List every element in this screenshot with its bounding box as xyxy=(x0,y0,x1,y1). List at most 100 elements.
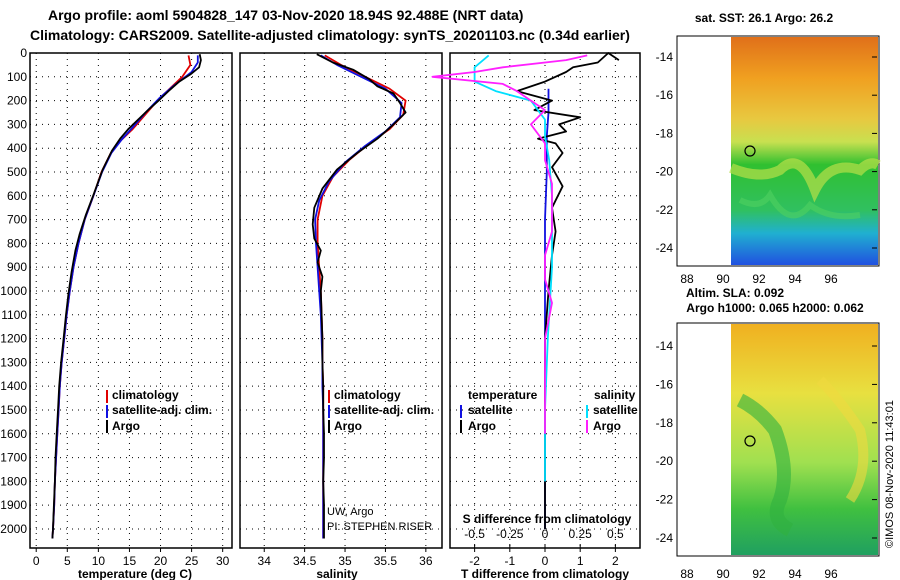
difference-legend: temperature satellite Argo salinity sate… xyxy=(460,388,638,433)
map-lat-label: -24 xyxy=(656,241,674,255)
x-tick-label: 35.5 xyxy=(374,554,398,568)
x-tick-label: 35 xyxy=(338,554,352,568)
depth-tick-label: 800 xyxy=(7,236,27,250)
sla-field xyxy=(731,324,878,555)
map-lon-label: 92 xyxy=(752,567,766,580)
s-tick-label: -0.5 xyxy=(464,527,485,541)
header-line-2: Climatology: CARS2009. Satellite-adjuste… xyxy=(30,27,630,43)
legend-label-climatology: climatology xyxy=(334,388,401,402)
legend-label-t-satellite: satellite xyxy=(468,403,513,417)
map-lon-label: 92 xyxy=(752,272,766,286)
s-tick-label: -0.25 xyxy=(496,527,524,541)
map-lat-label: -20 xyxy=(656,454,674,468)
map-lon-label: 90 xyxy=(716,272,730,286)
depth-tick-label: 1800 xyxy=(0,474,27,488)
map-lat-label: -14 xyxy=(656,339,674,353)
depth-tick-label: 1100 xyxy=(1,308,27,322)
depth-tick-label: 1200 xyxy=(0,332,27,346)
series-line-salinity-satellite xyxy=(473,54,553,482)
depth-tick-label: 1000 xyxy=(0,284,27,298)
legend-label-s-satellite: satellite xyxy=(593,403,638,417)
series-line-climatology xyxy=(51,55,192,539)
x-tick-label: -2 xyxy=(469,554,480,568)
sdiff-axis-label: S difference from climatology xyxy=(463,512,632,526)
map-lat-label: -16 xyxy=(656,88,674,102)
map-lon-label: 96 xyxy=(824,567,838,580)
depth-tick-labels: 0 100 200 300 400 500 600 700 800 900 1000 1100 1200… xyxy=(0,46,27,536)
sst-front xyxy=(729,158,881,203)
sla-lon-labels: 88 90 92 94 96 xyxy=(680,567,838,580)
depth-tick-label: 2000 xyxy=(0,522,27,536)
x-tick-label: 30 xyxy=(216,554,230,568)
map-lat-label: -14 xyxy=(656,50,674,64)
x-tick-label: 5 xyxy=(64,554,71,568)
series-line-satellite-adj-clim- xyxy=(51,55,199,539)
map-lat-label: -18 xyxy=(656,126,674,140)
depth-tick-label: 400 xyxy=(7,141,27,155)
legend-label-satellite: satellite-adj. clim. xyxy=(112,403,212,417)
temperature-panel-frame xyxy=(29,52,233,549)
legend-label-climatology: climatology xyxy=(112,388,179,402)
legend-label-argo: Argo xyxy=(112,419,140,433)
legend-label-s-argo: Argo xyxy=(593,419,621,433)
x-tick-label: 15 xyxy=(123,554,137,568)
sla-map-title-2: Argo h1000: 0.065 h2000: 0.062 xyxy=(686,301,864,315)
sla-map: Altim. SLA: 0.092 Argo h1000: 0.065 h200… xyxy=(656,286,880,580)
map-lat-label: -18 xyxy=(656,416,674,430)
map-lon-label: 94 xyxy=(788,567,802,580)
map-lat-label: -20 xyxy=(656,165,674,179)
s-tick-label: 0.25 xyxy=(569,527,593,541)
sla-high-band xyxy=(816,376,869,503)
depth-tick-label: 1300 xyxy=(0,355,27,369)
sla-low-band xyxy=(736,393,794,537)
map-lat-label: -22 xyxy=(656,203,674,217)
sla-lat-labels: -14 -16 -18 -20 -22 -24 xyxy=(656,339,877,545)
depth-tick-label: 200 xyxy=(7,94,27,108)
legend-label-argo: Argo xyxy=(334,419,362,433)
header-line-1: Argo profile: aoml 5904828_147 03-Nov-20… xyxy=(48,7,523,23)
series-line-climatology xyxy=(316,54,407,539)
series-line-argo xyxy=(51,54,202,539)
s-tick-label: 0.5 xyxy=(607,527,624,541)
depth-tick-label: 300 xyxy=(7,117,27,131)
temperature-axis-label: temperature (deg C) xyxy=(78,567,192,580)
grid-layer xyxy=(30,52,640,552)
x-tick-label: 20 xyxy=(154,554,168,568)
depth-tick-label: 1500 xyxy=(0,403,27,417)
map-lat-label: -24 xyxy=(656,531,674,545)
imos-credit: ©IMOS 08-Nov-2020 11:43:01 xyxy=(884,400,896,548)
x-tick-label: 34 xyxy=(258,554,272,568)
depth-tick-label: 900 xyxy=(7,260,27,274)
sst-map-title: sat. SST: 26.1 Argo: 26.2 xyxy=(695,11,834,25)
profile-lines xyxy=(51,52,620,539)
x-tick-label: 36 xyxy=(419,554,433,568)
s-tick-label: 0 xyxy=(542,527,549,541)
legend-temperature-title: temperature xyxy=(468,388,538,402)
temperature-legend: climatology satellite-adj. clim. Argo xyxy=(106,388,212,433)
x-tick-label: 10 xyxy=(92,554,106,568)
x-tick-label: 34.5 xyxy=(293,554,317,568)
map-lat-label: -16 xyxy=(656,377,674,391)
salinity-panel-frame xyxy=(239,52,443,549)
x-tick-label: 1 xyxy=(577,554,584,568)
depth-tick-label: 1700 xyxy=(0,451,27,465)
map-lat-label: -22 xyxy=(656,493,674,507)
sst-map: sat. SST: 26.1 Argo: 26.2 -14 -16 -18 -20 -2… xyxy=(656,11,881,286)
sst-argo-position-marker xyxy=(744,145,756,157)
sst-lat-labels: -14 -16 -18 -20 -22 -24 xyxy=(656,50,877,255)
argo-source-annotation: UW, Argo xyxy=(327,506,373,518)
x-tick-label: 2 xyxy=(612,554,619,568)
depth-tick-label: 500 xyxy=(7,165,27,179)
sla-map-title-1: Altim. SLA: 0.092 xyxy=(686,286,784,300)
series-line-argo xyxy=(311,53,407,539)
depth-tick-label: 1400 xyxy=(0,379,27,393)
salinity-legend: climatology satellite-adj. clim. Argo UW… xyxy=(327,388,434,533)
x-tick-labels: 0 5 10 15 20 25 30 34 34.5 35 35.5 36 -2 -1 0 1 2 -0.5 -0.… xyxy=(33,527,624,568)
x-tick-label: 25 xyxy=(185,554,199,568)
series-line-salinity-argo xyxy=(431,54,588,434)
argo-pi-annotation: PI: STEPHEN RISER xyxy=(327,521,432,533)
map-lon-label: 94 xyxy=(788,272,802,286)
depth-tick-label: 1600 xyxy=(0,427,27,441)
legend-salinity-title: salinity xyxy=(594,388,636,402)
sst-field xyxy=(731,37,878,265)
